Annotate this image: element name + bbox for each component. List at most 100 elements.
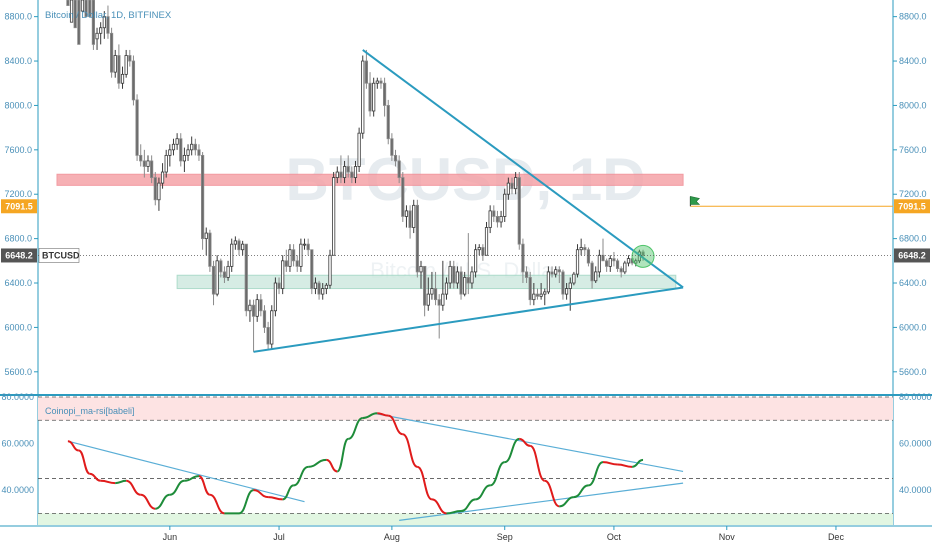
candle-body xyxy=(124,55,128,75)
x-tick-label: Sep xyxy=(497,532,513,542)
indicator-line-segment xyxy=(446,510,462,515)
zone-support xyxy=(176,274,677,290)
candle-body xyxy=(426,293,430,306)
candle-body xyxy=(459,271,463,295)
triangle-trendline xyxy=(362,49,684,289)
candle-body xyxy=(455,271,460,284)
candle-body xyxy=(503,193,507,217)
x-tick-label: Dec xyxy=(828,532,845,542)
price-level-label-left: 7091.5 xyxy=(5,201,33,211)
candle-body xyxy=(342,166,347,178)
candle-body xyxy=(623,262,627,273)
candle-body xyxy=(197,149,201,156)
indicator-line-segment xyxy=(238,489,254,515)
x-tick-label: Aug xyxy=(384,532,400,542)
candle-body xyxy=(586,249,591,264)
y-tick-label-left: 6400.0 xyxy=(4,278,32,288)
candle-body xyxy=(168,149,172,156)
candle-body xyxy=(102,16,106,29)
price-level-label-right: 7091.5 xyxy=(898,201,926,211)
y-tick-label-left: 7200.0 xyxy=(4,189,32,199)
indicator-line-segment xyxy=(431,498,447,515)
candle-body xyxy=(226,265,230,278)
candle-body xyxy=(99,27,103,34)
y-tick-label-left: 8000.0 xyxy=(4,100,32,110)
candle-body xyxy=(448,265,452,284)
candle-body xyxy=(179,138,183,162)
candle-body xyxy=(575,249,580,275)
candle-body xyxy=(142,160,146,167)
candle-body xyxy=(120,73,125,84)
indicator-line-segment xyxy=(155,493,171,510)
candle-body xyxy=(233,240,237,245)
candle-body xyxy=(583,247,587,251)
indicator-trendline xyxy=(373,412,684,473)
indicator-line-segment xyxy=(631,458,644,468)
candle-body xyxy=(484,227,489,256)
indicator-line-segment xyxy=(253,489,269,499)
candle-body xyxy=(241,243,245,251)
candle-body xyxy=(397,160,401,178)
highlight-circle xyxy=(631,244,655,268)
y-tick-label-right: 8800.0 xyxy=(899,12,927,22)
candle-body xyxy=(524,271,529,278)
candle-body xyxy=(266,327,270,345)
y-tick-label-right: 6000.0 xyxy=(899,322,927,332)
candle-body xyxy=(157,182,161,201)
candle-body xyxy=(328,254,332,286)
candle-body xyxy=(284,260,288,267)
indicator-line-segment xyxy=(209,493,225,515)
candle-body xyxy=(382,82,387,106)
indicator-line-segment xyxy=(125,479,141,496)
indicator-line-segment xyxy=(336,437,350,473)
y-tick-label-right: 5600.0 xyxy=(899,367,927,377)
indicator-line-segment xyxy=(588,461,604,487)
candle-body xyxy=(361,60,365,134)
candle-body xyxy=(317,282,321,295)
indicator-line-segment xyxy=(326,458,338,473)
candle-body xyxy=(350,171,354,178)
candle-body xyxy=(211,265,216,295)
indicator-line-segment xyxy=(416,465,433,501)
zone-resistance xyxy=(56,173,684,186)
candle-body xyxy=(113,55,117,73)
candle-body xyxy=(546,271,551,293)
candle-body xyxy=(594,271,598,282)
candle-body xyxy=(608,258,612,267)
candle-body xyxy=(346,166,350,173)
chart-title: Bitcoin / Dollar, 1D, BITFINEX xyxy=(45,10,172,21)
indicator-line-segment xyxy=(602,461,618,466)
candle-body xyxy=(565,288,569,295)
candle-body xyxy=(353,166,358,178)
candle-body xyxy=(270,310,274,345)
candle-body xyxy=(386,105,390,140)
candle-body xyxy=(244,243,248,312)
candle-body xyxy=(215,260,219,295)
last-price-tag-left xyxy=(1,248,37,263)
candle-body xyxy=(139,154,143,162)
overbought-band xyxy=(38,397,893,421)
candle-body xyxy=(408,210,412,228)
candle-body xyxy=(251,304,256,317)
y-tick-label-left: 5600.0 xyxy=(4,367,32,377)
candle-body xyxy=(313,282,318,289)
candle-body xyxy=(506,182,510,195)
candle-body xyxy=(477,247,481,251)
candle-body xyxy=(430,288,434,295)
indicator-line-segment xyxy=(377,412,389,417)
candle-body xyxy=(470,271,474,284)
candle-body xyxy=(543,291,547,295)
candle-body xyxy=(160,171,165,184)
candle-body xyxy=(295,260,299,267)
indicator-line-segment xyxy=(573,484,589,499)
ind-y-tick-left: 60.0000 xyxy=(1,439,34,449)
ind-y-tick-left: 40.0000 xyxy=(1,485,34,495)
candle-body xyxy=(193,143,197,151)
candle-body xyxy=(532,293,536,301)
candle-body xyxy=(153,177,157,201)
candle-body xyxy=(550,271,554,275)
candle-body xyxy=(415,204,419,273)
candle-body xyxy=(175,138,179,145)
candle-body xyxy=(219,260,223,273)
